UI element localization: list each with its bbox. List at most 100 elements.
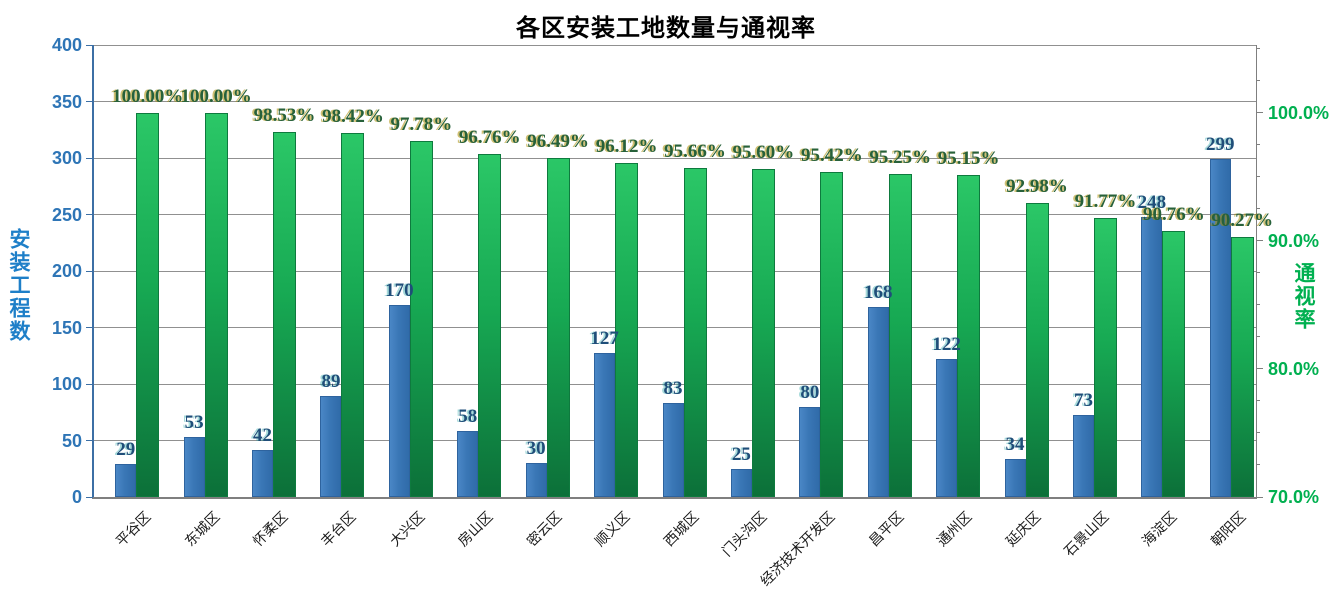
visibility-rate-label: 97.78% [390, 114, 453, 136]
bar-visibility-rate [683, 168, 707, 497]
category-label: 门头沟区 [718, 508, 770, 560]
left-axis-tick [86, 44, 93, 46]
bar-install-count [1209, 159, 1231, 497]
bar-visibility-rate [888, 173, 912, 497]
visibility-rate-label: 96.12% [595, 135, 658, 157]
h-gridline [93, 101, 1256, 102]
visibility-rate-label: 96.76% [458, 127, 521, 149]
visibility-rate-label: 91.77% [1074, 191, 1137, 213]
install-count-label: 34 [1005, 433, 1025, 455]
bar-visibility-rate [1230, 237, 1254, 497]
h-gridline [93, 157, 1256, 159]
category-label: 石景山区 [1060, 508, 1112, 560]
install-count-label: 83 [663, 378, 683, 400]
visibility-rate-label: 96.49% [527, 130, 590, 152]
bar-install-count [115, 464, 137, 497]
visibility-rate-label: 95.15% [937, 147, 1000, 169]
install-count-label: 248 [1137, 191, 1167, 213]
category-label: 东城区 [181, 508, 223, 550]
right-axis-tick-label: 90.0% [1268, 230, 1320, 251]
right-axis-tick [1256, 112, 1263, 114]
category-label: 大兴区 [386, 508, 428, 550]
bar-visibility-rate [136, 112, 160, 497]
visibility-rate-label: 92.98% [1006, 175, 1068, 197]
bar-install-count [388, 304, 410, 497]
left-axis-tick-label: 300 [51, 148, 82, 168]
h-gridline [93, 327, 1256, 328]
left-axis-tick-label: 150 [51, 317, 82, 338]
left-axis-tick-label: 0 [71, 487, 82, 507]
visibility-rate-label: 100.00% [112, 85, 184, 107]
install-count-label: 73 [1073, 389, 1093, 411]
visibility-rate-label: 95.60% [732, 142, 795, 164]
bar-visibility-rate [751, 169, 775, 497]
right-axis-tick-label: 80.0% [1268, 358, 1320, 379]
bar-install-count [867, 307, 889, 497]
install-count-label: 29 [116, 439, 136, 461]
bar-install-count [252, 449, 274, 497]
right-axis-minor-tick [1256, 176, 1260, 178]
bar-install-count [662, 403, 684, 497]
category-label: 朝阳区 [1207, 508, 1249, 550]
visibility-rate-label: 95.25% [869, 146, 932, 168]
bar-install-count [799, 406, 821, 497]
category-label: 平谷区 [112, 508, 154, 550]
right-axis-minor-tick [1256, 272, 1260, 274]
category-label: 西城区 [660, 508, 702, 550]
h-gridline [93, 270, 1256, 272]
left-axis-tick [86, 270, 93, 272]
visibility-rate-label: 95.66% [664, 141, 726, 163]
left-axis-tick [86, 214, 93, 215]
install-count-label: 299 [1206, 134, 1235, 156]
bar-install-count [320, 396, 342, 497]
category-label: 顺义区 [591, 508, 633, 550]
bar-install-count [183, 437, 205, 497]
bar-visibility-rate [615, 162, 639, 497]
right-axis-tick [1256, 496, 1263, 498]
right-axis-line [1256, 45, 1257, 498]
left-axis-tick-label: 400 [51, 35, 82, 55]
visibility-rate-label: 95.42% [800, 144, 863, 166]
category-label: 昌平区 [865, 508, 907, 550]
bottom-axis-line [92, 497, 1257, 499]
install-count-label: 42 [253, 424, 273, 446]
left-axis-tick [86, 383, 93, 385]
bar-visibility-rate [1162, 231, 1186, 497]
right-axis-minor-tick [1256, 48, 1260, 50]
right-axis-minor-tick [1256, 432, 1260, 434]
chart-title: 各区安装工地数量与通视率 [516, 16, 816, 42]
left-axis-tick-label: 100 [51, 374, 82, 394]
right-axis-minor-tick [1256, 464, 1260, 466]
category-label: 海淀区 [1138, 508, 1180, 550]
right-axis-tick-label: 100.0% [1268, 102, 1330, 123]
right-axis-tick-label: 70.0% [1268, 487, 1320, 507]
h-gridline [93, 44, 1256, 46]
category-label: 房山区 [454, 508, 496, 550]
left-axis-tick [86, 157, 93, 159]
right-axis-minor-tick [1256, 80, 1260, 82]
bar-visibility-rate [273, 131, 297, 497]
bar-install-count [936, 359, 958, 497]
right-axis-title: 通视率 [1292, 262, 1315, 331]
left-axis-line [92, 45, 94, 498]
bar-visibility-rate [204, 112, 228, 497]
h-gridline [93, 383, 1256, 385]
install-count-label: 122 [932, 334, 961, 356]
install-count-label: 127 [590, 328, 619, 350]
bar-install-count [457, 431, 479, 497]
left-axis-tick [86, 327, 93, 328]
category-label: 丰台区 [318, 508, 360, 550]
left-axis-tick [86, 496, 93, 498]
right-axis-minor-tick [1256, 144, 1260, 146]
install-count-label: 80 [800, 381, 820, 403]
left-axis-tick-label: 50 [61, 430, 82, 451]
bar-visibility-rate [1025, 202, 1049, 497]
visibility-rate-label: 98.53% [253, 104, 316, 126]
category-label: 密云区 [523, 508, 565, 550]
visibility-rate-label: 98.42% [322, 106, 384, 128]
bar-install-count [730, 468, 752, 497]
right-axis-tick [1256, 368, 1263, 370]
right-axis-tick [1256, 240, 1263, 242]
right-axis-minor-tick [1256, 400, 1260, 402]
